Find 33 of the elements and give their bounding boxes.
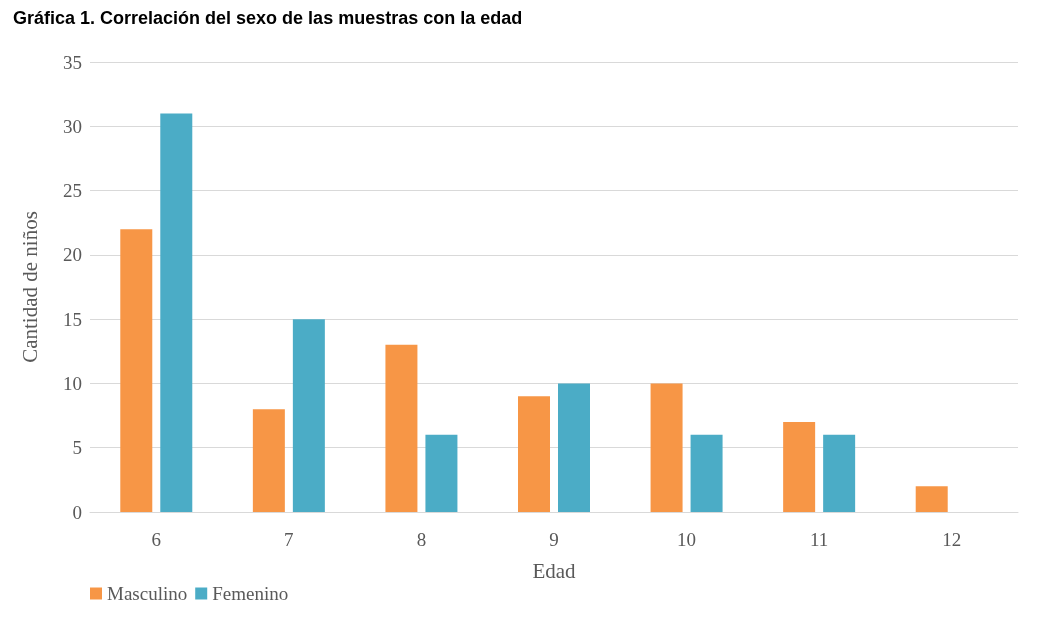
y-axis-title: Cantidad de niños — [17, 211, 42, 363]
bar — [292, 319, 325, 512]
bar — [915, 486, 948, 512]
x-tick-label: 6 — [151, 529, 162, 550]
y-tick-label: 0 — [72, 501, 82, 523]
x-tick-label: 10 — [677, 529, 697, 550]
legend-label: Masculino — [107, 583, 188, 604]
bar — [558, 383, 590, 512]
bar — [160, 113, 193, 512]
x-tick-label: 12 — [942, 529, 962, 550]
bar — [690, 434, 723, 512]
y-tick-label: 10 — [63, 372, 82, 394]
x-tick-label: 8 — [416, 529, 427, 550]
y-tick-label: 5 — [72, 437, 82, 459]
x-tick-label: 7 — [284, 529, 294, 550]
legend-label: Femenino — [212, 583, 289, 604]
bar — [823, 434, 856, 512]
bar — [650, 383, 683, 512]
bar — [425, 434, 458, 512]
x-axis-title: Edad — [532, 558, 577, 583]
bar — [252, 409, 285, 512]
bar — [518, 396, 550, 512]
y-tick-label: 20 — [63, 244, 82, 266]
y-tick-label: 25 — [63, 180, 82, 202]
y-tick-label: 15 — [63, 308, 82, 330]
x-tick-label: 11 — [809, 529, 829, 550]
bar — [120, 229, 153, 512]
bar — [385, 344, 418, 512]
x-tick-label: 9 — [549, 529, 559, 550]
y-tick-label: 35 — [63, 51, 82, 73]
chart-title: Gráfica 1. Correlación del sexo de las muestras con la edad — [13, 8, 523, 28]
y-tick-label: 30 — [63, 115, 82, 137]
bar — [783, 422, 816, 512]
